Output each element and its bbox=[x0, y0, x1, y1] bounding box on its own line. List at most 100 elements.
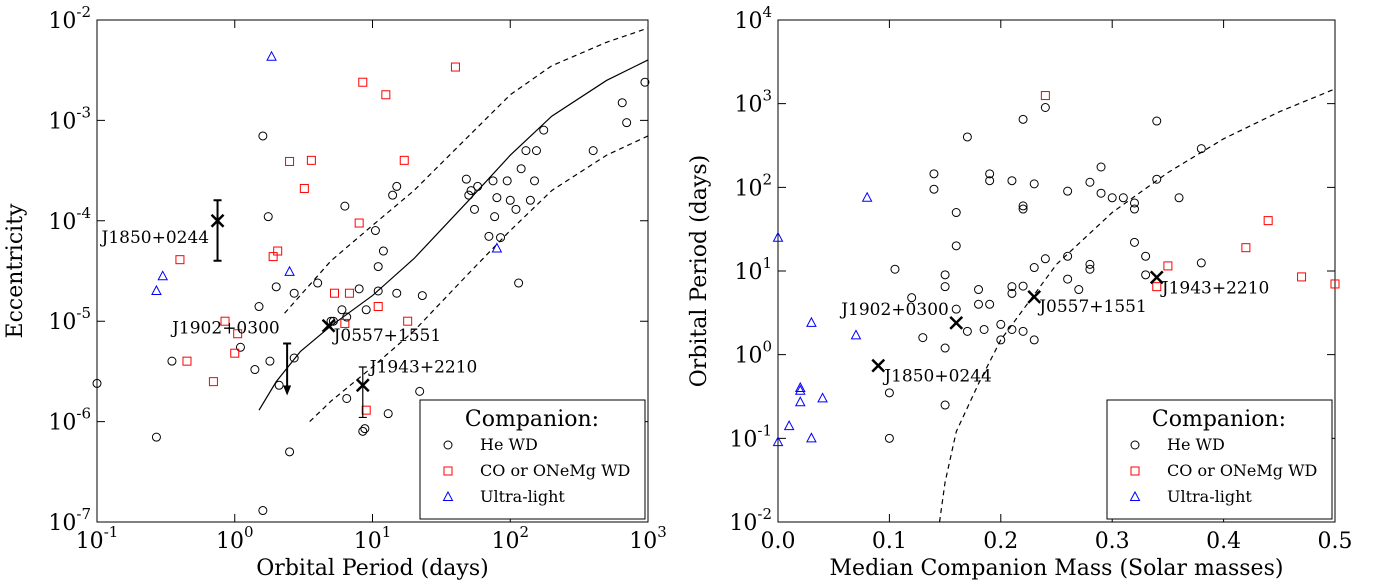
point bbox=[373, 302, 383, 312]
point bbox=[1174, 193, 1184, 203]
point bbox=[92, 378, 102, 388]
point bbox=[1263, 216, 1273, 226]
point bbox=[235, 342, 245, 352]
point bbox=[951, 208, 961, 218]
point bbox=[284, 265, 295, 276]
point bbox=[1141, 251, 1151, 261]
point bbox=[361, 305, 371, 315]
y-tick-label-exponent: -7 bbox=[76, 505, 91, 523]
point bbox=[450, 62, 460, 72]
x-tick-label-exponent: -1 bbox=[104, 523, 119, 541]
point bbox=[461, 174, 471, 184]
y-tick-label-base: 10 bbox=[48, 210, 76, 235]
y-tick-label-exponent: -2 bbox=[76, 3, 91, 21]
point bbox=[1018, 201, 1028, 211]
point bbox=[962, 132, 972, 142]
point bbox=[940, 282, 950, 292]
point bbox=[907, 293, 917, 303]
upper-limit bbox=[283, 342, 292, 386]
point bbox=[890, 264, 900, 274]
y-tick-label-base: 10 bbox=[734, 176, 762, 201]
point bbox=[772, 231, 784, 242]
point bbox=[443, 440, 453, 450]
y-tick-label-base: 10 bbox=[729, 427, 757, 452]
point bbox=[1085, 264, 1095, 274]
point bbox=[521, 146, 531, 156]
point bbox=[1163, 261, 1173, 271]
y-tick-label: 103 bbox=[734, 87, 772, 118]
annotation: J0557+1551 bbox=[332, 326, 442, 346]
annotation: J1850+0244 bbox=[882, 367, 992, 387]
legend-label: He WD bbox=[480, 435, 538, 454]
point bbox=[370, 226, 380, 236]
point bbox=[539, 125, 549, 135]
x-tick-label: 0.1 bbox=[872, 529, 907, 554]
point bbox=[1107, 193, 1117, 203]
point bbox=[502, 176, 512, 186]
x-tick-label-base: 10 bbox=[491, 529, 519, 554]
point bbox=[340, 318, 350, 328]
point bbox=[1063, 251, 1073, 261]
point bbox=[342, 393, 352, 403]
annotation: J1902+0300 bbox=[170, 318, 280, 338]
annotation: J1850+0244 bbox=[100, 228, 210, 248]
y-tick-label: 10-3 bbox=[48, 103, 91, 134]
point bbox=[1029, 335, 1039, 345]
highlight-marker bbox=[210, 213, 225, 228]
point bbox=[1241, 243, 1251, 253]
point bbox=[861, 191, 873, 202]
point bbox=[1130, 440, 1140, 450]
x-tick-label-exponent: 2 bbox=[519, 523, 529, 541]
point bbox=[929, 184, 939, 194]
point bbox=[617, 98, 627, 108]
y-tick-label-base: 10 bbox=[48, 310, 76, 335]
point bbox=[1029, 179, 1039, 189]
point bbox=[1130, 466, 1140, 476]
point bbox=[1129, 198, 1139, 208]
point bbox=[1085, 177, 1095, 187]
point bbox=[985, 176, 995, 186]
point bbox=[985, 169, 995, 179]
point bbox=[208, 377, 218, 387]
point bbox=[962, 326, 972, 336]
point bbox=[531, 146, 541, 156]
point bbox=[884, 433, 894, 443]
x-tick-label-base: 10 bbox=[216, 529, 244, 554]
point bbox=[974, 285, 984, 295]
point bbox=[443, 466, 453, 476]
y-tick-label: 101 bbox=[734, 254, 772, 285]
point bbox=[330, 288, 340, 298]
point bbox=[1096, 188, 1106, 198]
point bbox=[1152, 282, 1162, 292]
point bbox=[361, 405, 371, 415]
point bbox=[464, 190, 474, 200]
point bbox=[996, 335, 1006, 345]
point bbox=[1129, 204, 1139, 214]
y-tick-label-exponent: 3 bbox=[762, 87, 772, 105]
point bbox=[265, 356, 275, 366]
point bbox=[1330, 279, 1340, 289]
point bbox=[378, 246, 388, 256]
point bbox=[622, 118, 632, 128]
legend-label: Ultra-light bbox=[1167, 487, 1252, 506]
point bbox=[806, 316, 817, 327]
point bbox=[525, 195, 535, 205]
y-tick-label-exponent: -4 bbox=[76, 204, 91, 222]
point bbox=[230, 348, 240, 358]
point bbox=[473, 181, 483, 191]
point bbox=[996, 319, 1006, 329]
point bbox=[233, 329, 243, 339]
point bbox=[1007, 282, 1017, 292]
legend-label: CO or ONeMg WD bbox=[480, 461, 630, 480]
point bbox=[488, 176, 498, 186]
highlight-marker bbox=[949, 315, 964, 330]
point bbox=[354, 284, 364, 294]
point bbox=[1018, 114, 1028, 124]
point bbox=[940, 343, 950, 353]
annotation: J1943+2210 bbox=[1160, 278, 1270, 298]
point bbox=[1007, 324, 1017, 334]
point bbox=[383, 409, 393, 419]
y-tick-label: 10-6 bbox=[48, 405, 91, 436]
point bbox=[274, 380, 284, 390]
point bbox=[1118, 193, 1128, 203]
